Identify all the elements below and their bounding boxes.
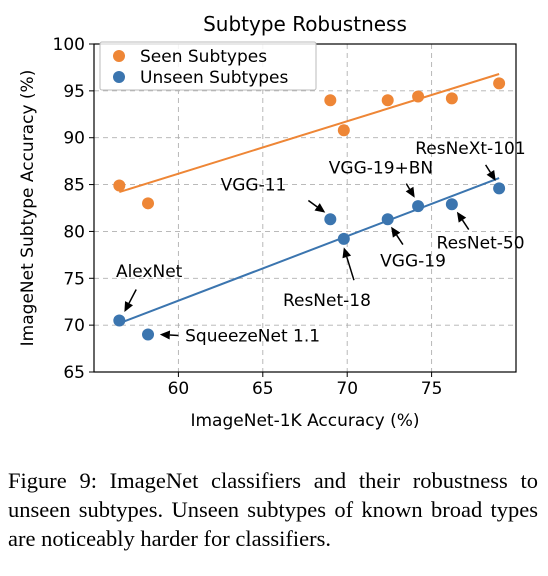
data-point-series-0: [446, 92, 458, 104]
trend-lines: [119, 74, 499, 323]
arrow-vgg-11: [308, 201, 317, 207]
x-tick-label: 70: [336, 379, 358, 399]
arrowhead-resnet-18: [342, 247, 351, 258]
legend-marker-unseen: [113, 71, 125, 83]
annotation-labels: AlexNet SqueezeNet 1.1 VGG-11 ResNet-18 VGG-…: [116, 139, 526, 346]
data-point-series-1: [324, 213, 336, 225]
y-tick-label: 85: [63, 176, 85, 196]
figure-caption: Figure 9: ImageNet classifiers and their…: [8, 466, 538, 553]
y-tick-label: 80: [63, 222, 85, 242]
arrowhead-squeezenet-1-1: [160, 331, 170, 340]
y-tick-label: 90: [63, 129, 85, 149]
legend-marker-seen: [113, 50, 125, 62]
arrowhead-vgg-19: [391, 227, 400, 238]
chart-title: Subtype Robustness: [203, 12, 407, 36]
arrow-resnext-101: [486, 165, 491, 172]
y-tick-label: 100: [53, 35, 85, 55]
data-point-series-1: [446, 198, 458, 210]
data-point-series-1: [142, 329, 154, 341]
arrowhead-vgg-11: [315, 203, 326, 213]
data-point-series-0: [324, 94, 336, 106]
x-tick-label: 65: [252, 379, 274, 399]
annotation-vgg-11: VGG-11: [221, 176, 287, 196]
data-point-series-0: [142, 197, 154, 209]
arrowhead-resnet-50: [457, 212, 466, 223]
annotation-vgg-19: VGG-19: [380, 251, 446, 271]
data-point-series-0: [338, 124, 350, 136]
x-tick-label: 60: [168, 379, 190, 399]
x-tick-label: 75: [421, 379, 443, 399]
trend-line-series-0: [119, 74, 499, 192]
annotation-resnet-50: ResNet-50: [437, 234, 525, 254]
y-tick-label: 75: [63, 269, 85, 289]
annotation-vgg-19-bn: VGG-19+BN: [329, 159, 433, 179]
arrowhead-vgg-19-bn: [406, 187, 415, 198]
annotation-resnext-101: ResNeXt-101: [415, 139, 525, 159]
legend-label-unseen: Unseen Subtypes: [140, 68, 289, 88]
arrow-resnet-18: [347, 257, 354, 280]
arrowhead-resnext-101: [487, 170, 496, 181]
data-point-series-1: [382, 213, 394, 225]
data-point-series-1: [493, 182, 505, 194]
data-point-series-1: [412, 200, 424, 212]
legend: Seen Subtypes Unseen Subtypes: [100, 42, 316, 90]
arrow-resnet-50: [462, 220, 468, 229]
data-point-series-1: [113, 314, 125, 326]
data-point-series-1: [338, 233, 350, 245]
data-point-series-0: [113, 180, 125, 192]
y-axis-label: ImageNet Subtype Accuracy (%): [18, 70, 38, 347]
data-point-series-0: [412, 90, 424, 102]
y-tick-label: 95: [63, 82, 85, 102]
data-point-series-0: [382, 94, 394, 106]
data-point-series-0: [493, 77, 505, 89]
legend-label-seen: Seen Subtypes: [140, 47, 267, 67]
annotation-alexnet: AlexNet: [116, 262, 183, 282]
annotation-resnet-18: ResNet-18: [283, 291, 371, 311]
x-axis-label: ImageNet-1K Accuracy (%): [190, 411, 419, 431]
y-tick-label: 65: [63, 363, 85, 383]
arrow-vgg-19: [397, 235, 403, 244]
arrow-alexnet: [129, 290, 136, 304]
annotation-squeezenet-1-1: SqueezeNet 1.1: [185, 326, 320, 346]
y-tick-label: 70: [63, 316, 85, 336]
